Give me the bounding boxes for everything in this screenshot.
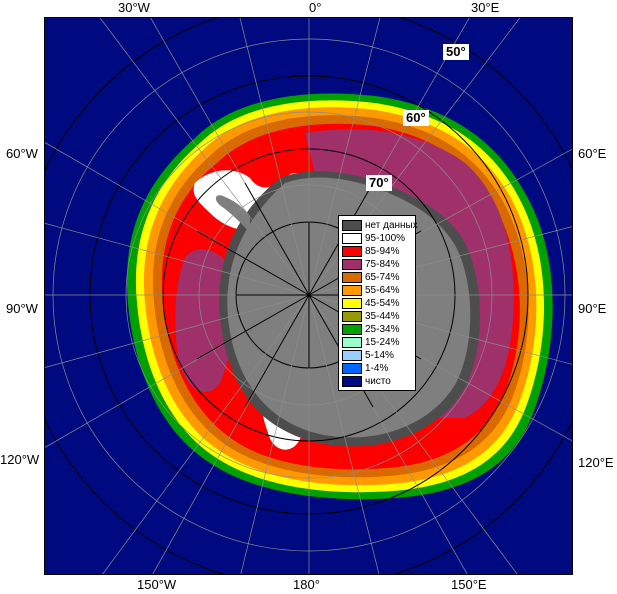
- lon-label-90e: 90°E: [578, 301, 607, 316]
- legend-item: 15-24%: [342, 336, 412, 349]
- legend-label: 85-94%: [365, 245, 400, 257]
- legend-label: 45-54%: [365, 297, 400, 309]
- legend-item: чисто: [342, 375, 412, 388]
- legend-label: чисто: [365, 375, 391, 387]
- lon-label-60w: 60°W: [6, 146, 38, 161]
- legend-label: 5-14%: [365, 349, 394, 361]
- legend-label: 75-84%: [365, 258, 400, 270]
- legend-label: 55-64%: [365, 284, 400, 296]
- legend-label: 95-100%: [365, 232, 406, 244]
- legend-swatch: [342, 272, 362, 283]
- legend-label: нет данных: [365, 219, 418, 231]
- legend-item: 85-94%: [342, 245, 412, 258]
- legend-swatch: [342, 376, 362, 387]
- legend-item: 25-34%: [342, 323, 412, 336]
- antarctic-peninsula: [215, 195, 250, 233]
- lon-label-180: 180°: [293, 577, 320, 592]
- legend-swatch: [342, 285, 362, 296]
- legend-item: 45-54%: [342, 297, 412, 310]
- legend-item: 75-84%: [342, 258, 412, 271]
- lon-label-120w: 120°W: [0, 452, 40, 467]
- legend-item: нет данных: [342, 219, 418, 232]
- legend-swatch: [342, 311, 362, 322]
- lat-label-50: 50°: [443, 44, 469, 60]
- lon-label-30e: 30°E: [471, 0, 500, 15]
- legend-label: 65-74%: [365, 271, 400, 283]
- legend-item: 95-100%: [342, 232, 412, 245]
- legend-item: 55-64%: [342, 284, 412, 297]
- legend-swatch: [342, 363, 362, 374]
- lon-label-30w: 30°W: [118, 0, 150, 15]
- lon-label-150w: 150°W: [137, 577, 177, 592]
- legend-label: 1-4%: [365, 362, 389, 374]
- legend-item: 35-44%: [342, 310, 412, 323]
- lon-label-150e: 150°E: [451, 577, 487, 592]
- legend-swatch: [342, 350, 362, 361]
- legend-swatch: [342, 246, 362, 257]
- lat-label-70: 70°: [366, 175, 392, 191]
- legend-label: 15-24%: [365, 336, 400, 348]
- lon-label-0: 0°: [309, 0, 322, 15]
- legend-item: 1-4%: [342, 362, 412, 375]
- legend-label: 35-44%: [365, 310, 400, 322]
- lon-label-90w: 90°W: [6, 301, 38, 316]
- sea-ice-map: [44, 17, 573, 575]
- legend-swatch: [342, 298, 362, 309]
- legend-label: 25-34%: [365, 323, 400, 335]
- ice-concentration-legend: нет данных 95-100% 85-94% 75-84% 65-74% 55-64…: [338, 215, 418, 391]
- lon-label-120e: 120°E: [578, 455, 614, 470]
- map-canvas: [45, 18, 572, 574]
- lon-label-60e: 60°E: [578, 146, 607, 161]
- lat-label-60: 60°: [403, 110, 429, 126]
- legend-swatch: [342, 220, 362, 231]
- legend-swatch: [342, 259, 362, 270]
- legend-item: 5-14%: [342, 349, 412, 362]
- legend-swatch: [342, 324, 362, 335]
- legend-swatch: [342, 337, 362, 348]
- legend-swatch: [342, 233, 362, 244]
- legend-item: 65-74%: [342, 271, 412, 284]
